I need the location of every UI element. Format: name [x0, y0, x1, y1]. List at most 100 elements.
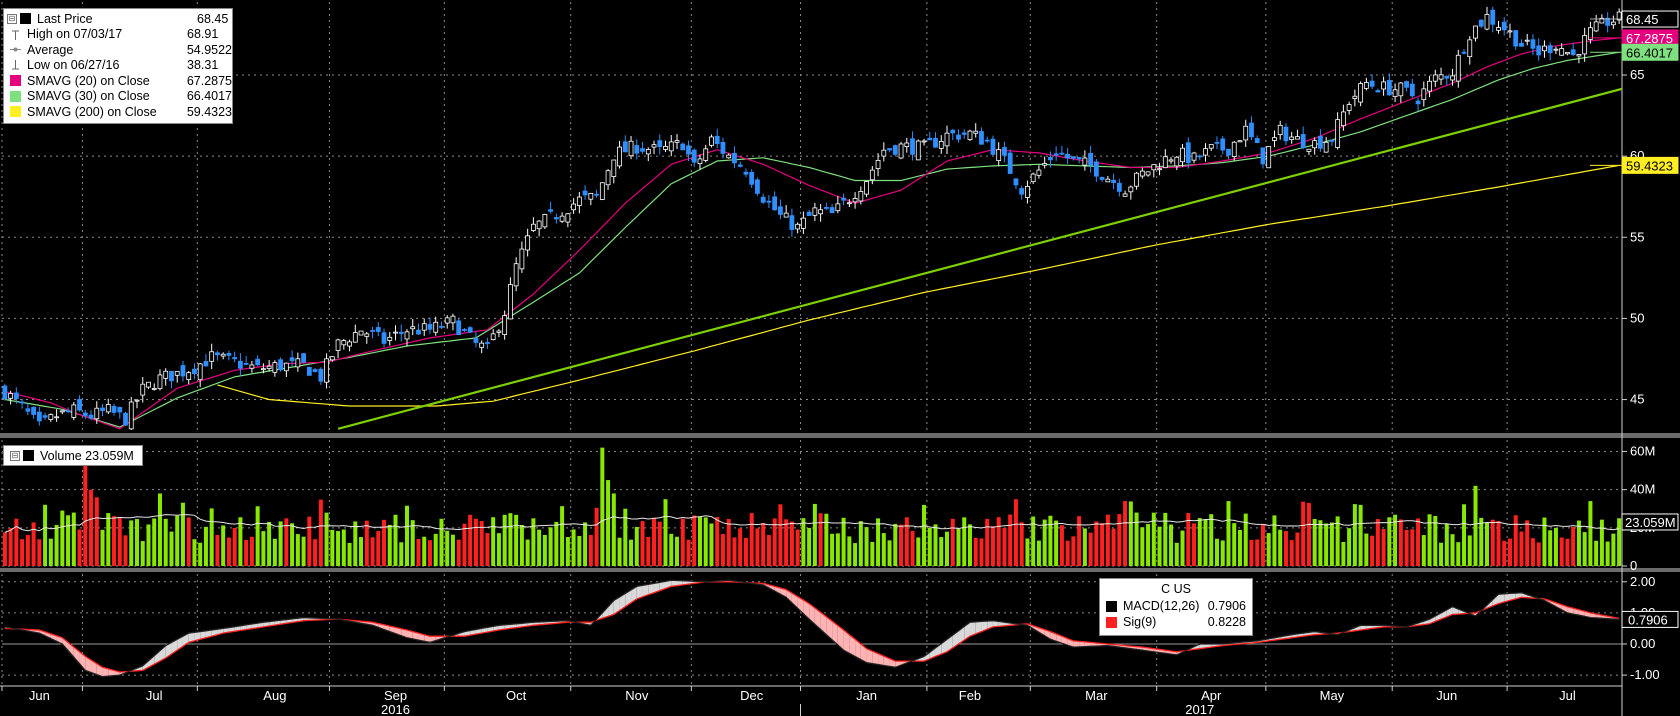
candle [530, 217, 536, 233]
candle-body [1053, 153, 1059, 156]
price-label-box [1621, 10, 1679, 28]
candle [1346, 101, 1352, 115]
volume-bar [640, 521, 645, 566]
candle [1231, 140, 1237, 161]
volume-bar [347, 542, 352, 566]
price-label-box [1621, 156, 1679, 174]
volume-bar [491, 517, 496, 566]
volume-bar [83, 464, 88, 566]
y-tick-label: 2.00 [1630, 574, 1655, 589]
collapse-icon[interactable]: ⊟ [10, 450, 20, 461]
candle-body [887, 148, 892, 151]
candle-body [611, 159, 617, 177]
price-label-box [1621, 43, 1679, 61]
volume-bar [927, 527, 932, 566]
candle [1455, 49, 1461, 88]
candle-body [1524, 39, 1530, 42]
candle-body [795, 223, 801, 230]
candle-body [1174, 156, 1180, 167]
candle-body [1484, 14, 1490, 30]
candle [915, 139, 921, 161]
candle [582, 185, 588, 200]
candle-body [54, 416, 59, 419]
volume-bar [1565, 538, 1570, 566]
candle-body [530, 223, 536, 231]
candle [1076, 157, 1082, 164]
volume-bar [1278, 529, 1283, 566]
candle-body [525, 235, 531, 251]
candle [1157, 162, 1162, 176]
candle-body [1404, 81, 1409, 88]
volume-bar [1335, 516, 1340, 566]
candle-body [1519, 42, 1524, 47]
candle-body [732, 152, 737, 164]
candle-body [772, 196, 778, 211]
candle [283, 362, 289, 378]
x-tick-label: Aug [263, 688, 286, 703]
candle-body [341, 340, 347, 346]
candle [818, 204, 824, 222]
candle [1197, 154, 1203, 161]
candle-body [381, 332, 387, 344]
macd-line [4, 579, 1620, 678]
x-year-label: 2017 [1185, 702, 1214, 716]
collapse-icon[interactable]: ⊟ [7, 13, 17, 24]
volume-bar [761, 523, 766, 566]
candle-body [1237, 140, 1243, 143]
candle-body [25, 408, 31, 412]
candle-body [645, 149, 651, 155]
volume-bar [864, 527, 869, 566]
volume-bar [519, 524, 524, 566]
candle [467, 326, 473, 334]
candle [36, 406, 42, 426]
volume-bar [198, 542, 203, 566]
volume-bar [221, 525, 226, 566]
candle [783, 205, 789, 218]
candle-body [1450, 75, 1455, 81]
volume-bar [66, 515, 71, 566]
volume-bar [318, 499, 323, 566]
candle-body [984, 139, 990, 142]
volume-bar [743, 537, 748, 566]
candle-body [915, 140, 921, 161]
candle-body [898, 143, 904, 159]
candle [427, 317, 433, 334]
candle-body [950, 129, 956, 134]
candle-body [1208, 144, 1214, 149]
candle-body [467, 327, 473, 333]
legend-swatch [1106, 600, 1117, 612]
y-tick-label: 55 [1630, 229, 1644, 244]
candle-body [88, 414, 94, 419]
volume-bar [675, 536, 679, 566]
candle-body [628, 140, 634, 157]
volume-bar [410, 520, 415, 566]
candle [1260, 147, 1266, 169]
volume-bar [215, 534, 220, 566]
volume-bar [1295, 532, 1300, 566]
candle-body [19, 401, 25, 404]
legend-value: 68.91 [187, 27, 219, 42]
volume-bar [146, 524, 151, 566]
volume-bar [1192, 523, 1197, 566]
macd-fill [969, 621, 976, 637]
candle-body [668, 141, 674, 152]
x-tick-label: Sep [384, 688, 407, 703]
volume-bar [1341, 541, 1346, 566]
macd-label-box [1621, 610, 1679, 628]
candle [1501, 17, 1507, 36]
macd-fill [102, 667, 109, 677]
volume-bar [353, 521, 358, 566]
candle-body [1226, 148, 1231, 156]
candle [823, 202, 829, 211]
volume-bar [749, 513, 754, 566]
candle [1295, 129, 1300, 140]
candle [1105, 175, 1111, 183]
volume-bar [1611, 533, 1616, 566]
candle [1226, 148, 1231, 160]
candle [174, 371, 180, 383]
macd-fill [992, 620, 999, 627]
candle-body [180, 365, 186, 377]
x-tick-label: Jun [1436, 688, 1457, 703]
candle [881, 142, 887, 162]
volume-bar [209, 508, 214, 566]
